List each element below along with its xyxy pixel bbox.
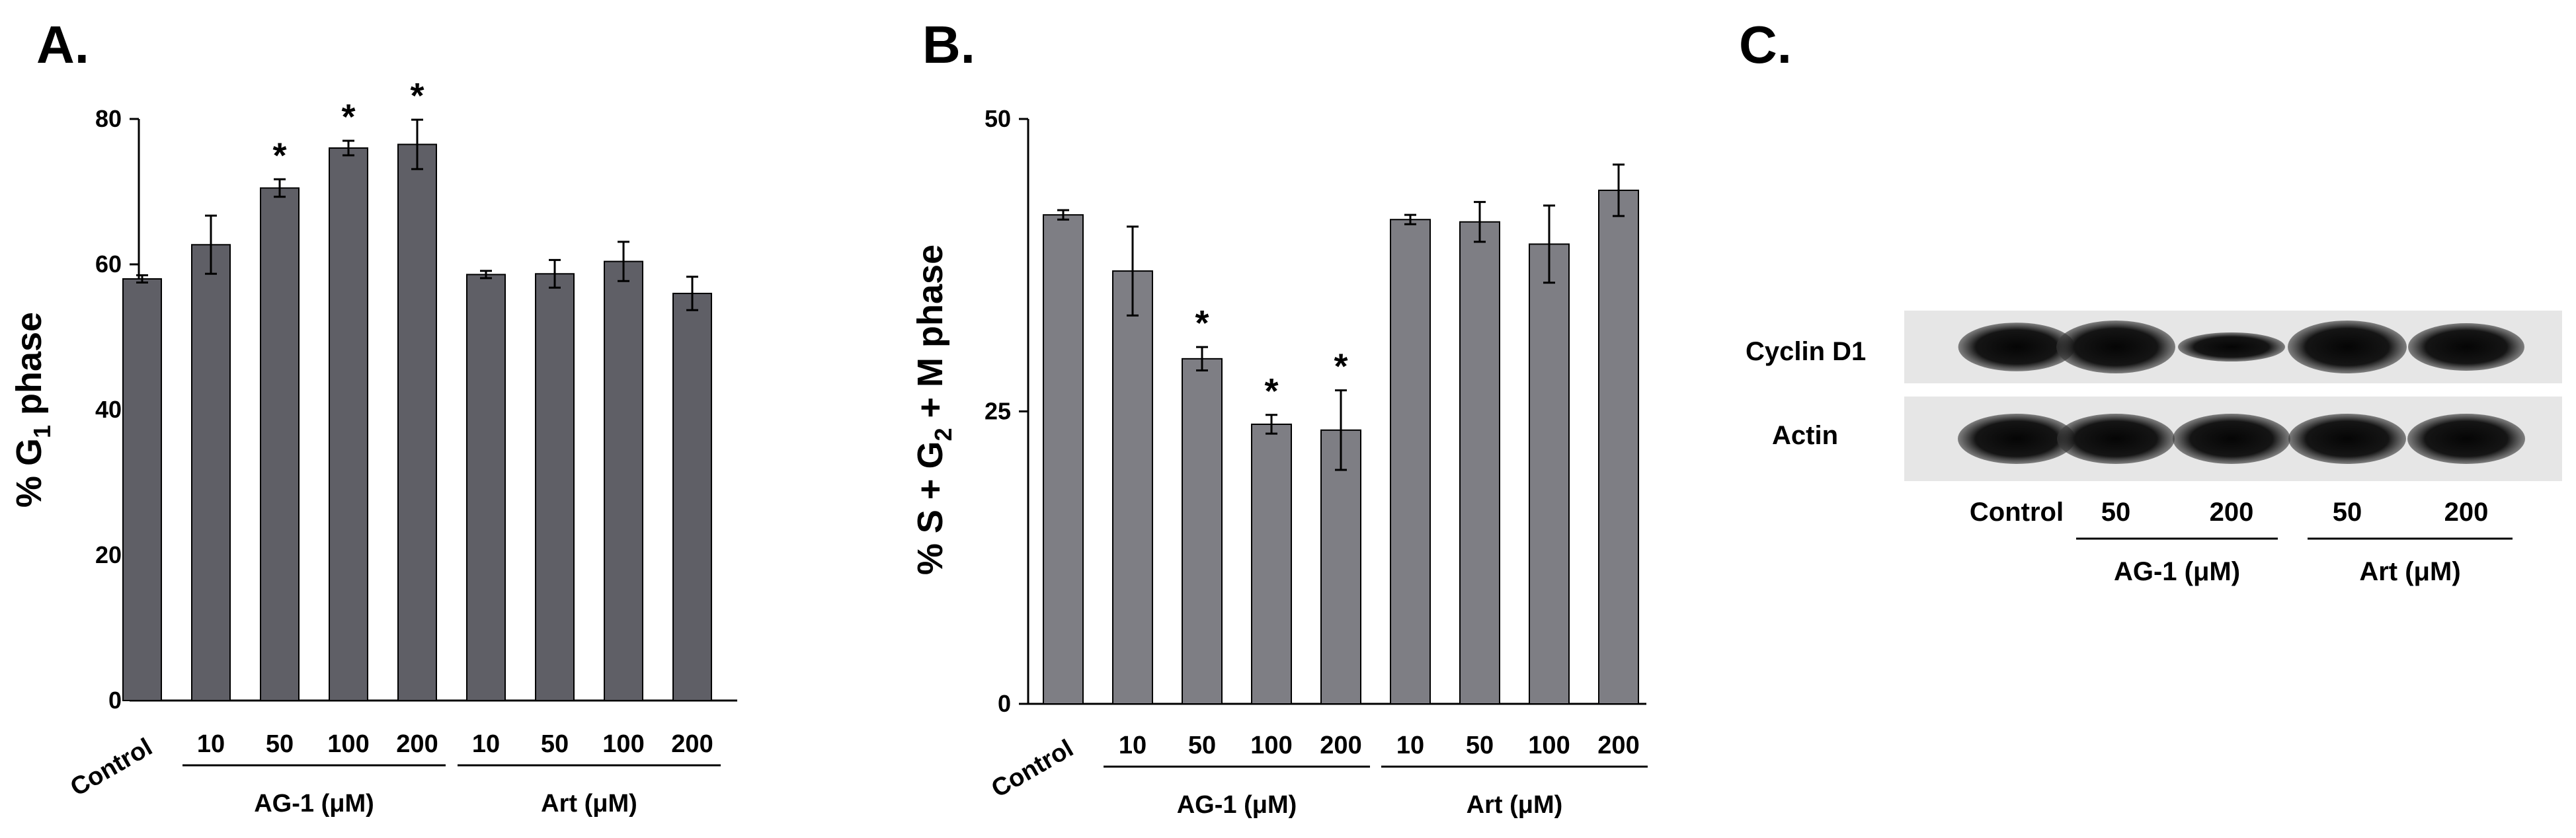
blot-lane-label: 200 bbox=[2210, 498, 2254, 527]
bar bbox=[1182, 358, 1223, 705]
panel-label-b: B. bbox=[922, 15, 975, 74]
y-tick-label: 0 bbox=[108, 687, 122, 714]
blot-band bbox=[2288, 321, 2407, 373]
blot-band bbox=[2178, 332, 2285, 362]
y-axis-label-subscript: 2 bbox=[930, 428, 957, 441]
significance-star: * bbox=[1195, 303, 1209, 343]
significance-star: * bbox=[341, 97, 355, 137]
bar bbox=[1529, 243, 1570, 705]
category-label: 200 bbox=[1597, 732, 1639, 759]
blot-group-label: Art (μM) bbox=[2359, 557, 2460, 586]
bar bbox=[1598, 189, 1639, 705]
significance-star: * bbox=[410, 76, 424, 116]
y-tick-label: 80 bbox=[95, 105, 122, 132]
bar bbox=[1320, 429, 1361, 705]
y-axis-label-subscript: 1 bbox=[28, 425, 56, 438]
category-label: 100 bbox=[327, 730, 369, 758]
bar bbox=[535, 273, 575, 701]
category-label: 10 bbox=[1396, 732, 1424, 759]
bar bbox=[397, 143, 437, 701]
y-tick-label: 40 bbox=[95, 396, 122, 423]
category-label: 10 bbox=[1119, 732, 1147, 759]
category-label: Control bbox=[66, 733, 157, 802]
group-label: AG-1 (μM) bbox=[254, 790, 374, 818]
bar bbox=[260, 187, 300, 701]
category-label: 200 bbox=[1320, 732, 1361, 759]
y-tick-label: 0 bbox=[998, 690, 1011, 717]
y-axis-label-suffix: phase bbox=[9, 312, 49, 425]
blot-row-label: Actin bbox=[1772, 421, 1838, 450]
blot-row-label: Cyclin D1 bbox=[1746, 337, 1866, 366]
blot-band bbox=[2056, 321, 2175, 373]
bar bbox=[1390, 219, 1431, 705]
blot-lane-label: Control bbox=[1970, 498, 2064, 527]
category-label: 200 bbox=[671, 730, 713, 758]
bar bbox=[122, 278, 162, 701]
y-axis-label-suffix: + M phase bbox=[910, 245, 950, 428]
category-label: 200 bbox=[396, 730, 438, 758]
y-tick-label: 50 bbox=[985, 105, 1011, 132]
blot-band bbox=[2288, 414, 2406, 464]
y-axis-label-prefix: % G bbox=[9, 438, 49, 508]
significance-star: * bbox=[1334, 347, 1348, 387]
y-tick-label: 60 bbox=[95, 250, 122, 278]
blot-lane-label: 50 bbox=[2101, 498, 2131, 527]
category-label: 100 bbox=[1250, 732, 1292, 759]
bar bbox=[1112, 270, 1153, 705]
bar bbox=[1459, 221, 1500, 705]
blot-band bbox=[2407, 414, 2525, 464]
category-label: 50 bbox=[1466, 732, 1494, 759]
bar bbox=[191, 244, 231, 701]
chart-a-g1-phase: 0 20 40 60 80 % G1 phase Control 10 * 50 * 100 * 200 1… bbox=[9, 76, 737, 818]
western-blot-panel: Cyclin D1 Actin Control 50 200 50 200 AG-1 (μM)… bbox=[1746, 311, 2562, 586]
group-label: Art (μM) bbox=[541, 790, 637, 818]
bar bbox=[466, 274, 506, 701]
category-label: 100 bbox=[1528, 732, 1570, 759]
category-label: 100 bbox=[602, 730, 644, 758]
category-label: 10 bbox=[197, 730, 225, 758]
bar bbox=[604, 260, 643, 702]
blot-band bbox=[2173, 414, 2290, 464]
category-label: 50 bbox=[266, 730, 294, 758]
category-label: Control bbox=[987, 734, 1078, 803]
blot-band bbox=[1958, 323, 2075, 371]
blot-band bbox=[1958, 414, 2075, 464]
significance-star: * bbox=[272, 135, 286, 175]
blot-lane-label: 50 bbox=[2333, 498, 2362, 527]
y-axis-label: % G1 phase bbox=[9, 312, 56, 508]
significance-star: * bbox=[1264, 371, 1278, 411]
panel-label-c: C. bbox=[1739, 15, 1792, 74]
bar bbox=[672, 293, 712, 701]
panel-label-a: A. bbox=[36, 15, 89, 74]
category-label: 10 bbox=[472, 730, 500, 758]
blot-group-label: AG-1 (μM) bbox=[2114, 557, 2240, 586]
y-tick-label: 20 bbox=[95, 541, 122, 568]
blot-band bbox=[2057, 414, 2175, 464]
blot-lane-label: 200 bbox=[2444, 498, 2489, 527]
y-axis-label: % S + G2 + M phase bbox=[910, 245, 957, 575]
category-label: 50 bbox=[1188, 732, 1216, 759]
group-label: AG-1 (μM) bbox=[1177, 791, 1297, 819]
category-label: 50 bbox=[541, 730, 569, 758]
blot-band bbox=[2408, 323, 2524, 371]
y-tick-label: 25 bbox=[985, 398, 1011, 425]
y-axis-label-prefix: % S + G bbox=[910, 441, 950, 576]
chart-b-s-g2-m-phase: 0 25 50 % S + G2 + M phase Control 10 * 50 * 100 *… bbox=[910, 105, 1648, 819]
group-label: Art (μM) bbox=[1467, 791, 1563, 819]
bar bbox=[329, 147, 368, 701]
bar bbox=[1043, 214, 1084, 705]
bar bbox=[1251, 423, 1292, 705]
